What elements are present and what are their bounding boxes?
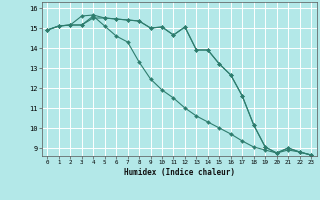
X-axis label: Humidex (Indice chaleur): Humidex (Indice chaleur): [124, 168, 235, 177]
